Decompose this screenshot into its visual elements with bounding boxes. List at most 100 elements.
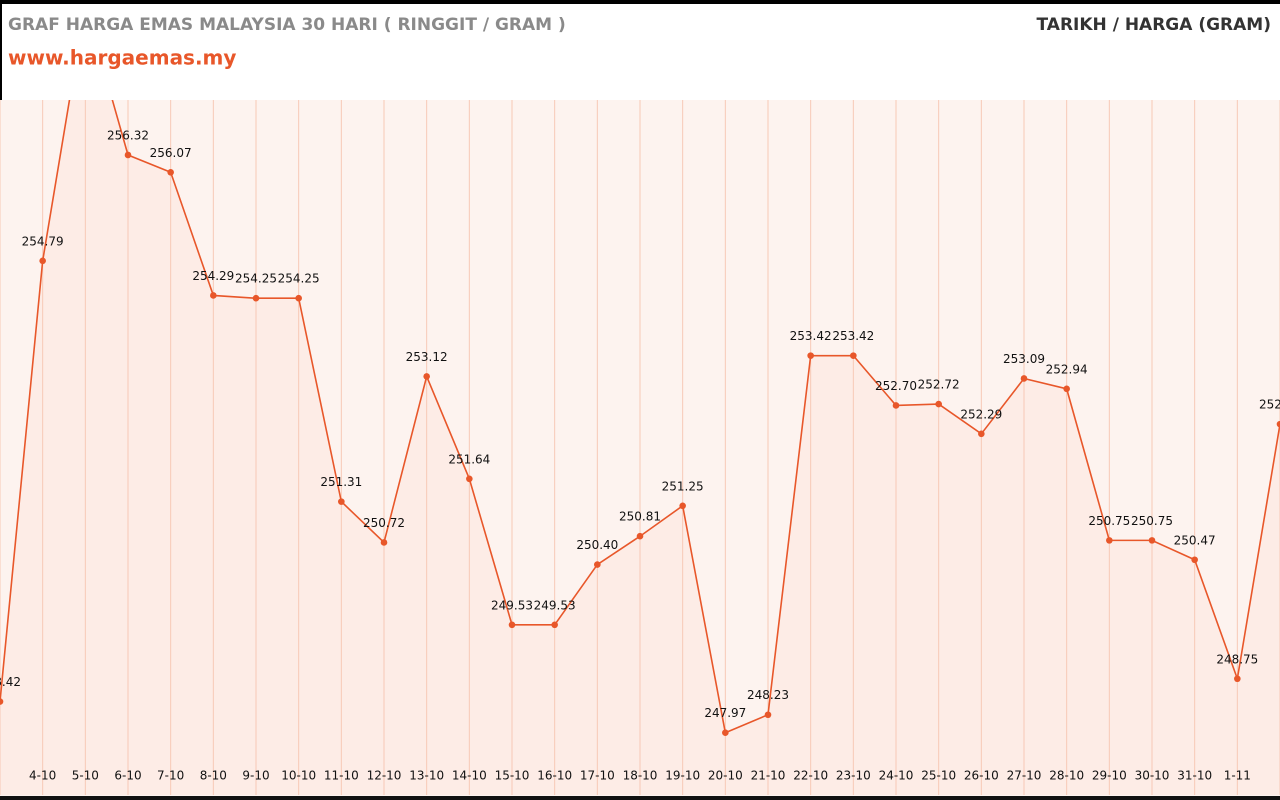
value-label: 250.40	[576, 538, 618, 552]
point	[295, 294, 302, 302]
x-tick-label: 31-10	[1177, 769, 1212, 783]
point	[1276, 420, 1280, 428]
value-label: 251.25	[662, 479, 704, 493]
point	[210, 292, 217, 299]
value-label: 248.75	[1216, 652, 1258, 666]
value-label: 251.31	[320, 475, 362, 489]
value-label: 252.72	[918, 378, 960, 392]
value-label: 252.70	[875, 379, 917, 393]
point	[892, 402, 900, 409]
x-tick-label: 15-10	[495, 769, 530, 783]
x-tick-label: 9-10	[242, 769, 269, 783]
point	[551, 621, 558, 629]
x-tick-label: 20-10	[708, 769, 743, 783]
x-tick-label: 7-10	[157, 769, 184, 783]
value-label: 250.72	[363, 516, 405, 530]
point	[1020, 375, 1028, 382]
x-tick-label: 6-10	[114, 769, 141, 783]
value-label: 250.81	[619, 510, 661, 524]
x-tick-label: 16-10	[537, 769, 572, 783]
value-label: 256.32	[107, 128, 149, 142]
x-tick-label: 30-10	[1135, 769, 1170, 783]
value-label: 256.07	[150, 146, 192, 160]
x-tick-label: 23-10	[836, 769, 871, 783]
x-tick-label: 29-10	[1092, 769, 1127, 783]
value-label: 250.75	[1088, 514, 1130, 528]
x-tick-label: 4-10	[29, 769, 56, 783]
value-label: 253.09	[1003, 352, 1045, 366]
point	[338, 498, 345, 505]
bottom-border	[0, 796, 1280, 800]
point	[466, 475, 473, 483]
value-label: 254.25	[278, 272, 320, 286]
area	[0, 4, 1280, 796]
point	[124, 151, 132, 159]
point	[1106, 537, 1113, 544]
x-tick-label: 24-10	[879, 769, 914, 783]
point	[380, 539, 388, 546]
value-label: 253.42	[790, 329, 832, 343]
x-tick-label: 27-10	[1007, 769, 1042, 783]
x-tick-label: 26-10	[964, 769, 999, 783]
point	[850, 352, 857, 359]
value-label: 252.43	[1259, 398, 1280, 412]
value-label: 247.97	[704, 706, 746, 720]
point	[636, 532, 644, 540]
point	[1063, 385, 1070, 393]
x-tick-label: 12-10	[367, 769, 402, 783]
x-tick-label: 19-10	[665, 769, 700, 783]
value-label: 252.94	[1046, 362, 1088, 376]
subtitle: www.hargaemas.my	[8, 46, 236, 70]
value-label: 248.42	[0, 675, 21, 689]
x-tick-label: 25-10	[921, 769, 956, 783]
point	[1234, 675, 1241, 683]
value-label: 254.25	[235, 272, 277, 286]
point	[39, 257, 46, 265]
value-label: 249.53	[534, 598, 576, 612]
value-label: 251.64	[448, 452, 490, 466]
x-tick-label: 1-11	[1224, 769, 1251, 783]
chart-title: GRAF HARGA EMAS MALAYSIA 30 HARI ( RINGG…	[8, 15, 566, 35]
point	[1148, 537, 1156, 544]
point	[935, 400, 942, 408]
x-tick-label: 5-10	[72, 769, 99, 783]
point	[423, 373, 430, 380]
value-label: 250.47	[1174, 533, 1216, 547]
value-label: 254.29	[192, 269, 234, 283]
x-tick-label: 17-10	[580, 769, 615, 783]
point	[764, 711, 772, 719]
header-bg	[0, 4, 1280, 100]
x-tick-label: 8-10	[200, 769, 227, 783]
legend-title: TARIKH / HARGA (GRAM)	[1037, 15, 1271, 35]
x-tick-label: 18-10	[623, 769, 658, 783]
value-label: 250.75	[1131, 514, 1173, 528]
point	[679, 502, 686, 510]
point	[722, 729, 729, 737]
x-tick-label: 21-10	[751, 769, 786, 783]
x-tick-label: 10-10	[281, 769, 316, 783]
x-tick-label: 11-10	[324, 769, 359, 783]
x-tick-label: 14-10	[452, 769, 487, 783]
value-label: 248.23	[747, 688, 789, 702]
x-tick-label: 28-10	[1049, 769, 1084, 783]
x-tick-label: 13-10	[409, 769, 444, 783]
point	[594, 561, 601, 568]
point	[807, 352, 814, 359]
value-label: 249.53	[491, 598, 533, 612]
point	[252, 294, 260, 302]
point	[0, 698, 4, 705]
x-tick-label: 22-10	[793, 769, 828, 783]
top-border	[0, 0, 1280, 4]
value-label: 252.29	[960, 407, 1002, 421]
left-border	[0, 4, 2, 100]
value-label: 253.42	[832, 329, 874, 343]
point	[508, 621, 516, 629]
value-label: 253.12	[406, 350, 448, 364]
value-label: 254.79	[22, 234, 64, 248]
point	[978, 430, 985, 438]
point	[1191, 556, 1198, 564]
point	[167, 168, 174, 176]
